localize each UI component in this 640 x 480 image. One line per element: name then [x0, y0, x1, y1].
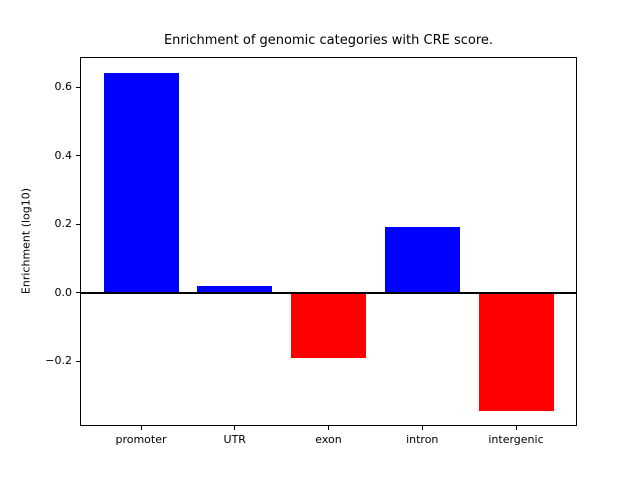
bar-utr: [197, 286, 273, 293]
zero-line: [81, 291, 576, 294]
x-tick: [421, 426, 423, 430]
x-tick-label-utr: UTR: [223, 433, 246, 446]
y-tick: [76, 223, 80, 225]
y-tick: [76, 86, 80, 88]
y-tick-label: 0.6: [54, 80, 73, 94]
y-axis-label: Enrichment (log10): [19, 187, 33, 295]
bar-intron: [384, 226, 460, 293]
y-tick-label: 0.4: [54, 148, 73, 162]
x-tick: [328, 426, 329, 430]
y-tick: [76, 155, 80, 157]
x-tick-label-intergenic: intergenic: [488, 433, 544, 446]
x-tick: [140, 426, 142, 430]
x-tick-label-exon: exon: [315, 433, 342, 446]
x-tick: [234, 426, 236, 430]
bar-promoter: [103, 73, 179, 293]
y-tick-label: 0.0: [54, 285, 73, 299]
chart-title: Enrichment of genomic categories with CR…: [163, 33, 494, 48]
bar-exon: [291, 292, 366, 359]
x-tick: [515, 426, 517, 430]
y-tick: [76, 360, 80, 362]
bar-intergenic: [478, 292, 554, 411]
y-tick: [76, 292, 80, 294]
y-tick-label: −0.2: [45, 354, 72, 368]
x-tick-label-promoter: promoter: [115, 433, 167, 446]
x-tick-label-intron: intron: [406, 433, 439, 446]
plot-area: [80, 57, 577, 426]
y-tick-label: 0.2: [54, 217, 73, 231]
